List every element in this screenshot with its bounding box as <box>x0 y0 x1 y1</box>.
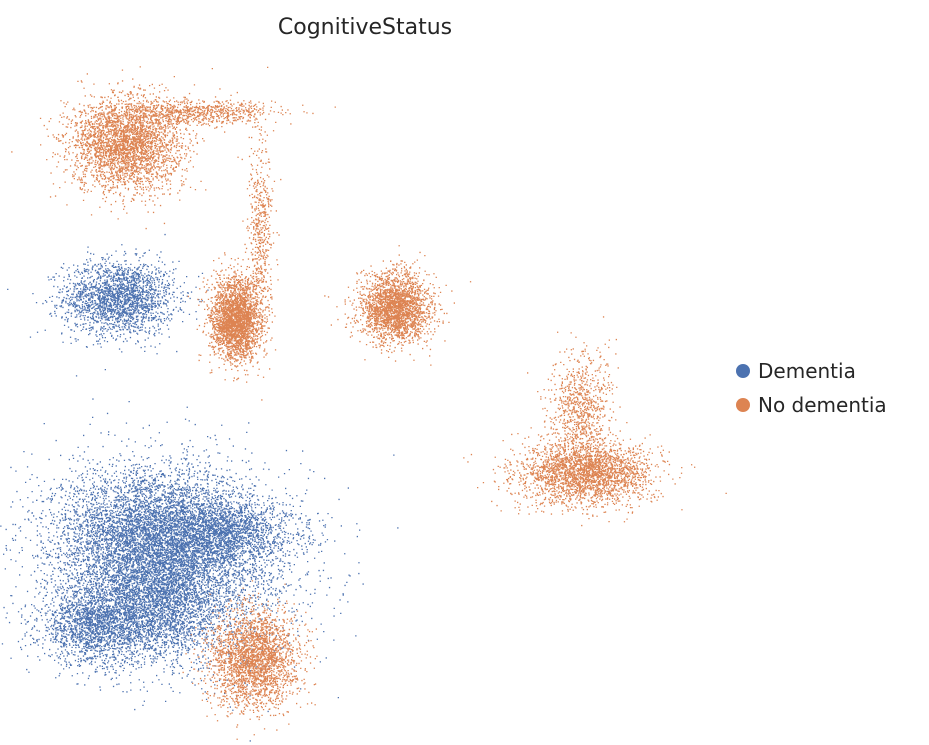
legend-label-no-dementia: No dementia <box>758 393 887 417</box>
legend-label-dementia: Dementia <box>758 359 856 383</box>
series-no-dementia <box>11 66 727 740</box>
legend: Dementia No dementia <box>736 359 887 417</box>
legend-marker-dementia <box>736 364 750 378</box>
scatter-point-cloud <box>0 233 399 742</box>
scatter-point-cloud <box>11 66 727 740</box>
series-dementia <box>0 233 399 742</box>
scatter-points-layer <box>0 66 727 742</box>
legend-marker-no-dementia <box>736 398 750 412</box>
chart-title: CognitiveStatus <box>278 15 452 40</box>
